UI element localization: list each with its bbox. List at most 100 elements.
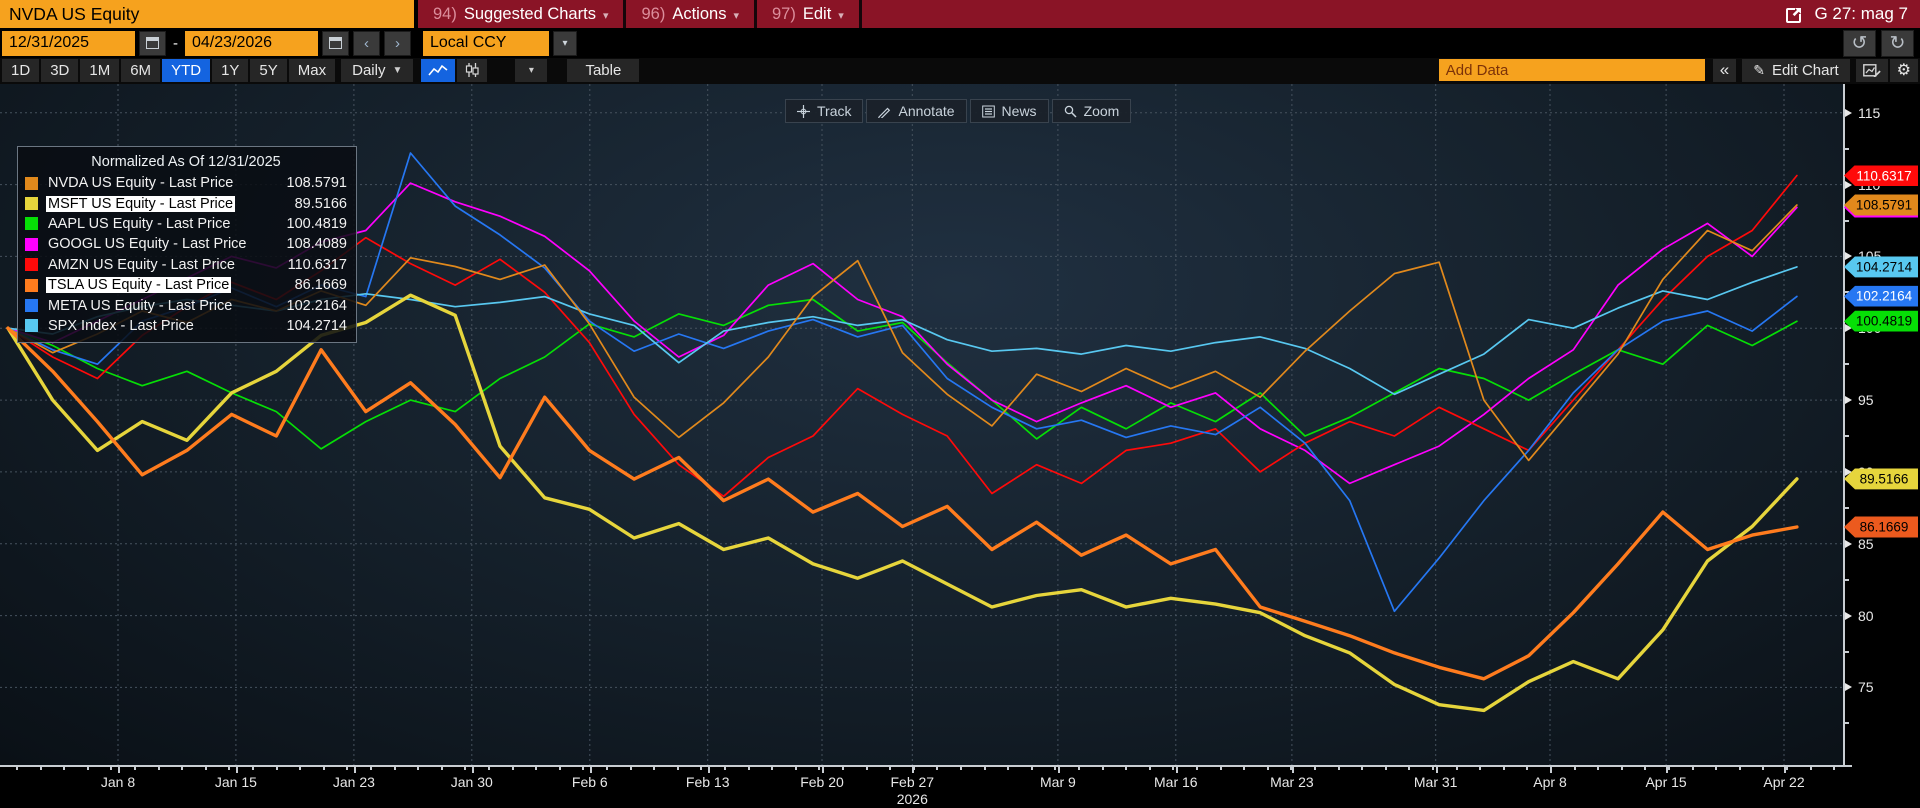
period-ytd[interactable]: YTD	[162, 58, 211, 82]
legend-row[interactable]: NVDA US Equity - Last Price 108.5791	[25, 173, 347, 193]
legend-series-name[interactable]: AMZN US Equity - Last Price	[48, 256, 235, 273]
legend-series-name[interactable]: GOOGL US Equity - Last Price	[48, 236, 247, 253]
menu-suggested-charts[interactable]: 94) Suggested Charts ▾	[418, 0, 627, 28]
period-6m[interactable]: 6M	[121, 58, 161, 82]
x-axis-tick-label: Apr 15	[1645, 774, 1687, 790]
y-axis-minor-tick	[1845, 578, 1849, 581]
legend-row[interactable]: TSLA US Equity - Last Price 86.1669	[25, 275, 347, 295]
legend-series-name[interactable]: AAPL US Equity - Last Price	[48, 215, 231, 232]
chart-type-dropdown-button[interactable]: ▾	[515, 58, 548, 82]
menu-actions[interactable]: 96) Actions ▾	[626, 0, 757, 28]
last-price-badge-tsla[interactable]: 86.1669	[1844, 516, 1918, 538]
settings-gear-button[interactable]: ⚙	[1889, 58, 1918, 82]
price-chart-canvas[interactable]	[0, 84, 1843, 765]
period-1y[interactable]: 1Y	[212, 58, 249, 82]
x-axis-minor-tick	[1101, 767, 1104, 770]
frequency-select[interactable]: Daily ▼	[341, 58, 414, 82]
candlestick-icon	[466, 63, 479, 77]
legend-title: Normalized As Of 12/31/2025	[91, 154, 281, 170]
x-axis-tick-label: Mar 16	[1154, 774, 1198, 790]
period-1d[interactable]: 1D	[2, 58, 40, 82]
legend-series-name[interactable]: SPX Index - Last Price	[48, 317, 194, 334]
x-axis-minor-tick	[39, 767, 42, 770]
x-axis-minor-tick	[629, 767, 632, 770]
legend-series-name[interactable]: META US Equity - Last Price	[48, 297, 233, 314]
last-price-badge-nvda[interactable]: 108.5791	[1844, 194, 1918, 216]
legend-swatch-icon	[25, 299, 38, 313]
currency-dropdown-button[interactable]: ▾	[553, 30, 577, 56]
security-ticker-field[interactable]: NVDA US Equity	[0, 0, 414, 28]
last-price-badge-meta[interactable]: 102.2164	[1844, 285, 1918, 307]
x-axis-minor-tick	[1738, 767, 1741, 770]
x-axis-minor-tick	[842, 767, 844, 770]
menu-edit[interactable]: 97) Edit ▾	[757, 0, 862, 28]
legend-series-value: 89.5166	[294, 195, 347, 212]
x-axis-tick	[118, 767, 120, 773]
x-axis-minor-tick	[1620, 767, 1623, 770]
menu-label: Actions	[672, 4, 727, 23]
legend-series-name[interactable]: NVDA US Equity - Last Price	[48, 175, 234, 192]
period-3d[interactable]: 3D	[41, 58, 79, 82]
period-max[interactable]: Max	[288, 58, 336, 82]
news-button[interactable]: News	[969, 99, 1049, 123]
legend-row[interactable]: AAPL US Equity - Last Price 100.4819	[25, 214, 347, 234]
track-button[interactable]: Track	[785, 99, 864, 123]
add-data-placeholder: Add Data	[1445, 61, 1509, 79]
x-axis-minor-tick	[771, 767, 774, 770]
series-line-aapl[interactable]	[7, 298, 1798, 450]
legend-row[interactable]: META US Equity - Last Price 102.2164	[25, 295, 347, 315]
series-line-msft[interactable]	[6, 293, 1799, 713]
end-date-calendar-button[interactable]	[322, 30, 349, 56]
annotate-pencil-icon	[878, 107, 891, 118]
redo-button[interactable]: ↻	[1881, 29, 1914, 57]
add-data-input[interactable]: Add Data	[1438, 59, 1705, 81]
x-axis-minor-tick	[535, 767, 538, 770]
shift-range-back-button[interactable]: ‹	[353, 30, 380, 56]
annotate-button[interactable]: Annotate	[866, 99, 967, 123]
end-date-input[interactable]: 04/23/2026	[185, 30, 318, 56]
period-5y[interactable]: 5Y	[250, 58, 287, 82]
candle-chart-type-button[interactable]	[457, 58, 488, 82]
legend-swatch-icon	[25, 217, 38, 231]
undo-redo-group: ↺ ↻	[1843, 29, 1918, 57]
menu-label: Suggested Charts	[463, 4, 596, 23]
toolbar-right-group: Add Data « ✎ Edit Chart ⚙	[1438, 58, 1918, 82]
chart-settings-button[interactable]	[1855, 58, 1888, 82]
legend-row[interactable]: AMZN US Equity - Last Price 110.6317	[25, 255, 347, 275]
chart-toolbar: 1D 3D 1M 6M YTD 1Y 5Y Max Daily ▼ ▾ Tabl…	[0, 58, 1920, 84]
legend-series-name[interactable]: TSLA US Equity - Last Price	[46, 277, 232, 294]
last-price-badge-msft[interactable]: 89.5166	[1844, 468, 1918, 490]
legend-series-name[interactable]: MSFT US Equity - Last Price	[46, 195, 236, 212]
zoom-button[interactable]: Zoom	[1051, 99, 1132, 123]
series-line-tsla[interactable]	[6, 326, 1799, 681]
y-axis-minor-tick	[1845, 291, 1849, 294]
start-date-input[interactable]: 12/31/2025	[2, 30, 135, 56]
legend-swatch-icon	[25, 319, 38, 333]
edit-chart-button[interactable]: ✎ Edit Chart	[1742, 58, 1850, 82]
launch-icon[interactable]	[1786, 6, 1803, 23]
undo-button[interactable]: ↺	[1843, 29, 1876, 57]
x-axis-tick	[353, 767, 356, 773]
line-chart-type-button[interactable]	[421, 58, 456, 82]
period-1m[interactable]: 1M	[80, 58, 120, 82]
menu-number: 96)	[641, 4, 666, 23]
legend-row[interactable]: MSFT US Equity - Last Price 89.5166	[25, 193, 347, 213]
zoom-magnifier-icon	[1064, 105, 1077, 118]
shift-range-forward-button[interactable]: ›	[384, 30, 411, 56]
start-date-calendar-button[interactable]	[139, 30, 166, 56]
last-price-badge-amzn[interactable]: 110.6317	[1844, 165, 1918, 186]
collapse-panel-button[interactable]: «	[1712, 58, 1737, 82]
last-price-badge-spx[interactable]: 104.2714	[1844, 256, 1918, 278]
x-axis-minor-tick	[1408, 767, 1411, 770]
table-button[interactable]: Table	[567, 58, 640, 82]
x-axis-minor-tick	[1691, 767, 1694, 770]
x-axis-minor-tick	[1196, 767, 1198, 770]
currency-select[interactable]: Local CCY	[423, 30, 549, 56]
news-label: News	[1001, 103, 1037, 119]
legend-row[interactable]: GOOGL US Equity - Last Price 108.4089	[25, 234, 347, 254]
x-axis-minor-tick	[134, 767, 136, 770]
chart-legend[interactable]: Normalized As Of 12/31/2025 NVDA US Equi…	[17, 146, 357, 344]
legend-row[interactable]: SPX Index - Last Price 104.2714	[25, 316, 347, 336]
last-price-badge-aapl[interactable]: 100.4819	[1844, 310, 1918, 332]
